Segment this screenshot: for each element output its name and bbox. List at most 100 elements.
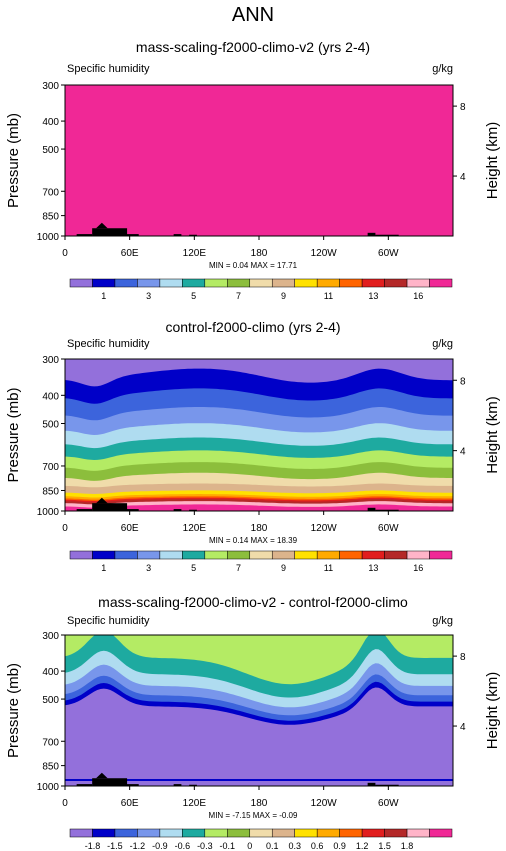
- topography: [189, 784, 197, 786]
- topography: [173, 784, 182, 786]
- x-tick-label: 180: [251, 248, 268, 259]
- colorbar-label: 3: [146, 291, 151, 301]
- colorbar-label: 0: [247, 841, 252, 851]
- panel-title: control-f2000-climo (yrs 2-4): [165, 319, 340, 335]
- colorbar-label: 5: [191, 291, 196, 301]
- colorbar-swatch: [316, 828, 340, 838]
- x-tick-label: 120E: [183, 248, 207, 259]
- colorbar-swatch: [271, 278, 295, 288]
- y-axis-label: Pressure (mb): [5, 113, 22, 208]
- units-label: g/kg: [432, 338, 453, 350]
- contour-bands: [65, 635, 453, 786]
- colorbar-swatch: [159, 828, 183, 838]
- colorbar-label: -0.9: [152, 841, 168, 851]
- x-tick-label: 180: [251, 523, 268, 534]
- colorbar-swatch: [339, 550, 363, 560]
- colorbar-label: 5: [191, 563, 196, 573]
- colorbar-label: 9: [281, 563, 286, 573]
- colorbar-swatch: [294, 828, 318, 838]
- min-max-label: MIN = 0.14 MAX = 18.39: [209, 536, 298, 545]
- colorbar-swatch: [339, 828, 363, 838]
- topography: [92, 778, 128, 786]
- x-tick-label: 180: [251, 798, 268, 809]
- y-tick-label: 700: [42, 462, 59, 473]
- y-right-tick-label: 4: [460, 447, 466, 458]
- chart-panel-1: mass-scaling-f2000-climo-v2 (yrs 2-4) Spe…: [5, 39, 501, 301]
- colorbar-label: 1: [101, 291, 106, 301]
- colorbar-swatch: [384, 278, 408, 288]
- colorbar-label: 13: [368, 563, 378, 573]
- colorbar-swatch: [159, 278, 183, 288]
- colorbar-swatch: [271, 828, 295, 838]
- x-tick-label: 60W: [378, 248, 399, 259]
- colorbar-swatch: [204, 550, 228, 560]
- x-tick-label: 0: [62, 798, 68, 809]
- x-tick-label: 0: [62, 523, 68, 534]
- y-tick-label: 850: [42, 212, 59, 223]
- topography: [123, 234, 139, 236]
- colorbar-label: 0.9: [333, 841, 346, 851]
- topography: [173, 234, 182, 236]
- colorbar-swatch: [406, 828, 430, 838]
- colorbar-swatch: [361, 550, 385, 560]
- topography: [76, 234, 93, 236]
- colorbar-swatch: [204, 278, 228, 288]
- units-label: g/kg: [432, 615, 453, 627]
- x-tick-label: 120E: [183, 798, 207, 809]
- colorbar-swatch: [182, 828, 206, 838]
- x-tick-label: 120W: [311, 798, 338, 809]
- contour-band: [65, 504, 453, 511]
- topography: [367, 507, 376, 511]
- colorbar: 1 3 5 7 9 11 13 16: [69, 278, 453, 301]
- y-right-tick-label: 8: [460, 102, 466, 113]
- y-tick-label: 300: [42, 81, 59, 92]
- y-axis-right-label: Height (km): [484, 672, 501, 750]
- colorbar-swatch: [429, 828, 453, 838]
- colorbar-label: -1.8: [85, 841, 101, 851]
- colorbar-swatch: [227, 550, 251, 560]
- y-tick-label: 1000: [37, 782, 60, 793]
- colorbar-swatch: [227, 278, 251, 288]
- x-tick-label: 60W: [378, 798, 399, 809]
- y-right-tick-label: 4: [460, 722, 466, 733]
- colorbar-swatch: [204, 828, 228, 838]
- colorbar-swatch: [384, 550, 408, 560]
- colorbar-swatch: [92, 278, 116, 288]
- y-tick-label: 500: [42, 145, 59, 156]
- colorbar-swatch: [361, 828, 385, 838]
- x-tick-label: 60E: [121, 798, 139, 809]
- y-right-tick-label: 4: [460, 172, 466, 183]
- colorbar-swatch: [92, 828, 116, 838]
- x-tick-label: 120W: [311, 523, 338, 534]
- page-title: ANN: [231, 4, 275, 26]
- variable-label: Specific humidity: [67, 338, 150, 350]
- colorbar-swatch: [69, 278, 93, 288]
- min-max-label: MIN = 0.04 MAX = 17.71: [209, 261, 298, 270]
- colorbar-swatch: [137, 828, 161, 838]
- y-tick-label: 1000: [37, 507, 60, 518]
- min-max-label: MIN = -7.15 MAX = -0.09: [209, 811, 298, 820]
- y-axis-label: Pressure (mb): [5, 387, 22, 482]
- colorbar-swatch: [429, 278, 453, 288]
- colorbar-swatch: [294, 278, 318, 288]
- y-tick-label: 850: [42, 486, 59, 497]
- colorbar: -1.8 -1.5 -1.2 -0.9 -0.6 -0.3 -0.1 0 0.1 0.3 0.6 0.…: [69, 828, 453, 851]
- topography: [96, 497, 108, 504]
- colorbar-swatch: [159, 550, 183, 560]
- y-axis-right-label: Height (km): [484, 396, 501, 474]
- y-tick-label: 700: [42, 187, 59, 198]
- y-axis-label: Pressure (mb): [5, 663, 22, 758]
- topography: [375, 509, 399, 511]
- y-tick-label: 400: [42, 117, 59, 128]
- colorbar-swatch: [339, 278, 363, 288]
- colorbar-label: 1.5: [378, 841, 391, 851]
- topography: [96, 772, 108, 779]
- x-tick-label: 60W: [378, 523, 399, 534]
- chart-panel-3: mass-scaling-f2000-climo-v2 - control-f2…: [5, 594, 501, 851]
- y-tick-label: 500: [42, 419, 59, 430]
- y-tick-label: 300: [42, 631, 59, 642]
- colorbar-label: 0.3: [288, 841, 301, 851]
- colorbar-swatch: [137, 550, 161, 560]
- y-right-tick-label: 8: [460, 376, 466, 387]
